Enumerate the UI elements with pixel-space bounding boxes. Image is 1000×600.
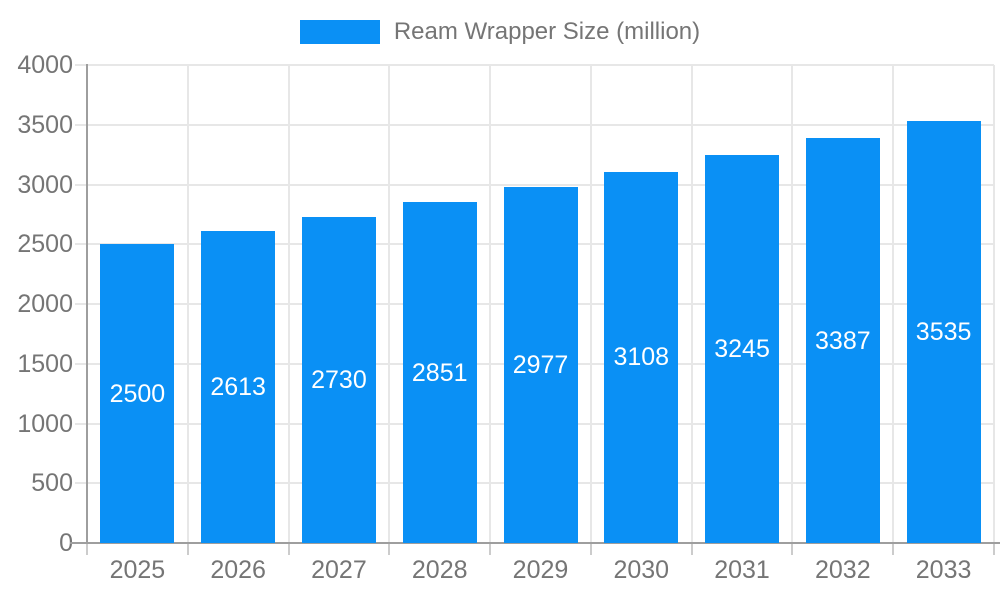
y-tick-label: 0 <box>59 529 73 557</box>
bar-value-label: 2500 <box>109 379 166 408</box>
x-axis-tick <box>489 543 492 555</box>
y-gridline <box>87 123 994 126</box>
y-tick-label: 500 <box>31 469 73 498</box>
bar[interactable] <box>604 171 679 543</box>
y-tick-label: 2500 <box>17 230 73 259</box>
x-axis-tick <box>186 543 189 555</box>
bar-value-label: 3387 <box>815 326 871 355</box>
x-gridline <box>892 65 895 543</box>
y-tick-label: 3500 <box>17 110 73 139</box>
x-tick-label: 2026 <box>210 556 266 584</box>
y-axis-tick <box>75 64 87 66</box>
x-tick-label: 2031 <box>714 556 770 584</box>
x-axis-tick <box>86 543 88 555</box>
bar-value-label: 2977 <box>512 351 569 380</box>
y-gridline <box>87 183 994 186</box>
x-axis-tick <box>690 543 693 555</box>
y-axis-tick <box>75 422 87 425</box>
x-axis-tick <box>589 543 592 555</box>
x-tick-label: 2032 <box>815 556 871 584</box>
x-tick-label: 2029 <box>512 556 569 584</box>
x-gridline <box>690 65 693 543</box>
y-tick-label: 1000 <box>17 409 73 438</box>
y-tick-label: 2000 <box>17 290 73 318</box>
y-axis-tick <box>75 123 87 126</box>
x-gridline <box>489 65 492 543</box>
x-axis-tick <box>791 543 794 555</box>
y-axis-tick <box>75 362 87 365</box>
bar-value-label: 2613 <box>210 372 266 401</box>
bar[interactable] <box>100 244 175 543</box>
bar-value-label: 3535 <box>915 317 972 346</box>
x-gridline <box>287 65 290 543</box>
bar[interactable] <box>402 202 477 543</box>
y-axis-line <box>86 64 88 544</box>
y-gridline <box>87 64 994 66</box>
y-axis-tick <box>75 183 87 186</box>
x-gridline <box>388 65 391 543</box>
x-tick-label: 2030 <box>613 556 670 584</box>
x-gridline <box>186 65 189 543</box>
y-axis-tick <box>75 482 87 485</box>
y-tick-label: 3000 <box>17 170 73 199</box>
legend-swatch <box>299 20 380 44</box>
bar[interactable] <box>301 216 376 543</box>
bar-value-label: 3108 <box>613 343 670 372</box>
bar[interactable] <box>705 155 780 543</box>
bar[interactable] <box>201 230 276 543</box>
x-gridline <box>791 65 794 543</box>
x-axis-tick <box>388 543 391 555</box>
x-axis-line <box>70 542 1000 544</box>
y-tick-label: 4000 <box>17 51 73 79</box>
y-axis-tick <box>75 303 87 305</box>
bar[interactable] <box>906 120 981 543</box>
x-tick-label: 2033 <box>915 556 972 584</box>
y-axis-tick <box>75 243 87 246</box>
x-tick-label: 2025 <box>109 556 166 584</box>
x-axis-tick <box>993 543 995 555</box>
bar[interactable] <box>503 187 578 543</box>
x-tick-label: 2028 <box>411 556 468 584</box>
y-tick-label: 1500 <box>17 349 73 378</box>
bar-value-label: 2730 <box>311 365 367 394</box>
bar-value-label: 2851 <box>411 358 468 387</box>
x-tick-label: 2027 <box>311 556 367 584</box>
x-gridline <box>993 65 995 543</box>
x-gridline <box>589 65 592 543</box>
bar-value-label: 3245 <box>714 335 770 364</box>
x-axis-tick <box>287 543 290 555</box>
bar[interactable] <box>805 138 880 543</box>
legend[interactable]: Ream Wrapper Size (million) <box>0 18 1000 46</box>
legend-label: Ream Wrapper Size (million) <box>393 18 701 45</box>
x-axis-tick <box>892 543 895 555</box>
